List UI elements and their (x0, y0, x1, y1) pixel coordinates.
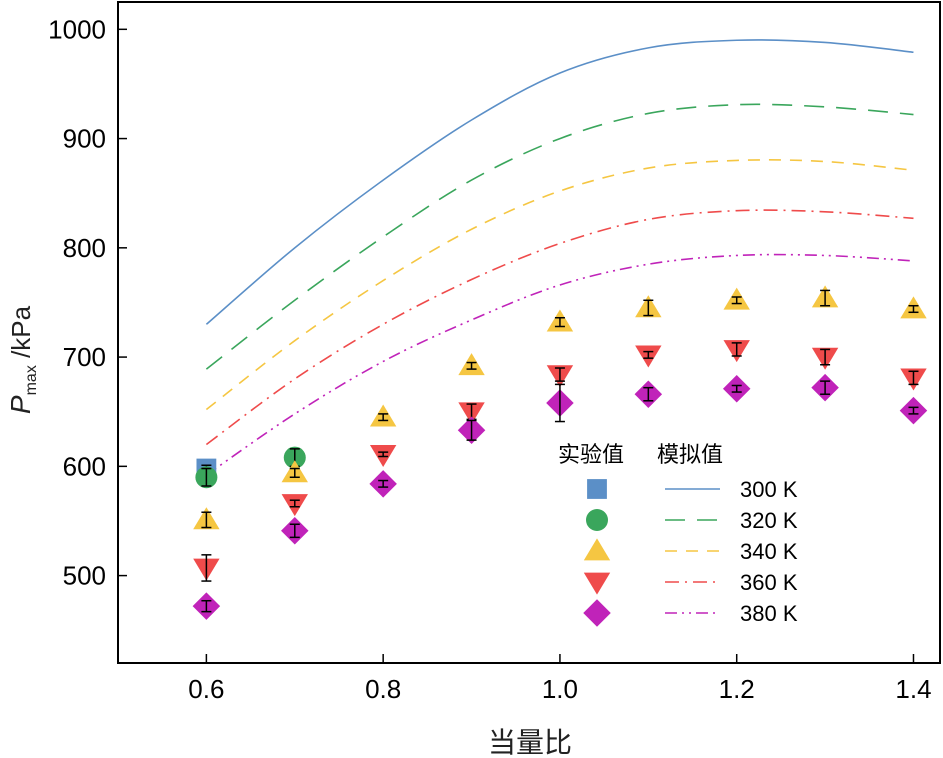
exp-point-320-k (195, 466, 218, 489)
legend-marker-320-k (586, 509, 608, 531)
exp-point-380-k (811, 373, 839, 402)
sim-curve-320-k (205, 103, 914, 370)
y-axis-label-subscript: max (23, 365, 40, 395)
exp-point-380-k (722, 375, 751, 403)
x-axis-label: 当量比 (488, 726, 572, 758)
x-tick-label: 0.6 (188, 674, 224, 704)
sim-curve-360-k (205, 209, 914, 446)
sim-curve-300-k (205, 39, 914, 325)
x-tick-label: 1.0 (542, 674, 578, 704)
exp-point-380-k (369, 470, 397, 498)
simulation-curves (205, 39, 914, 476)
legend-label-300-k: 300 K (740, 477, 798, 502)
legend-marker-360-k (583, 572, 611, 595)
exp-point-360-k (635, 345, 662, 368)
legend-header-experimental: 实验值 (558, 443, 624, 468)
exp-point-360-k (281, 494, 308, 517)
exp-point-380-k (192, 592, 221, 620)
y-axis-label: Pmax /kPa (5, 305, 40, 414)
legend-label-360-k: 360 K (740, 570, 798, 595)
exp-point-360-k (546, 365, 574, 388)
x-tick-label: 0.8 (365, 674, 401, 704)
legend-label-340-k: 340 K (740, 539, 798, 564)
x-tick-label: 1.2 (719, 674, 755, 704)
exp-point-360-k (369, 444, 397, 467)
exp-point-360-k (723, 340, 750, 363)
exp-point-340-k (369, 404, 397, 427)
exp-point-340-k (458, 353, 485, 376)
exp-point-360-k (900, 368, 927, 391)
x-tick-label: 1.4 (895, 674, 931, 704)
legend-header-simulated: 模拟值 (657, 443, 723, 468)
y-axis-label-symbol: P (5, 395, 36, 414)
axes: 0.6 0.8 1.0 1.2 1.4 500 600 700 800 900 1000 (48, 1, 941, 704)
exp-point-340-k (900, 296, 927, 319)
y-tick-label: 600 (63, 451, 106, 481)
legend-marker-380-k (583, 599, 611, 627)
plot-frame (117, 1, 941, 664)
y-tick-label: 500 (63, 561, 106, 591)
y-axis-label-unit: /kPa (6, 305, 36, 365)
experimental-points (192, 285, 928, 620)
legend-label-320-k: 320 K (740, 508, 798, 533)
exp-point-340-k (193, 507, 220, 530)
exp-point-380-k (281, 517, 309, 545)
exp-point-360-k (811, 347, 839, 370)
exp-point-380-k (546, 383, 574, 423)
exp-point-340-k (811, 285, 839, 308)
exp-point-340-k (723, 287, 750, 310)
sim-curve-380-k (205, 253, 914, 476)
exp-point-340-k (281, 460, 308, 483)
legend-marker-340-k (583, 538, 611, 561)
y-tick-label: 1000 (48, 14, 106, 44)
exp-point-340-k (546, 309, 574, 332)
exp-point-380-k (457, 416, 486, 445)
exp-point-360-k (193, 554, 220, 582)
y-tick-label: 700 (63, 342, 106, 372)
legend-marker-300-k (587, 479, 607, 499)
exp-point-380-k (899, 396, 928, 425)
y-tick-label: 800 (63, 233, 106, 263)
y-tick-label: 900 (63, 124, 106, 154)
exp-point-340-k (635, 295, 662, 318)
sim-curve-340-k (205, 159, 914, 411)
legend: 实验值 模拟值 300 K 320 K 340 K 360 K 380 K (558, 443, 798, 627)
legend-label-380-k: 380 K (740, 601, 798, 626)
exp-point-380-k (634, 380, 663, 408)
